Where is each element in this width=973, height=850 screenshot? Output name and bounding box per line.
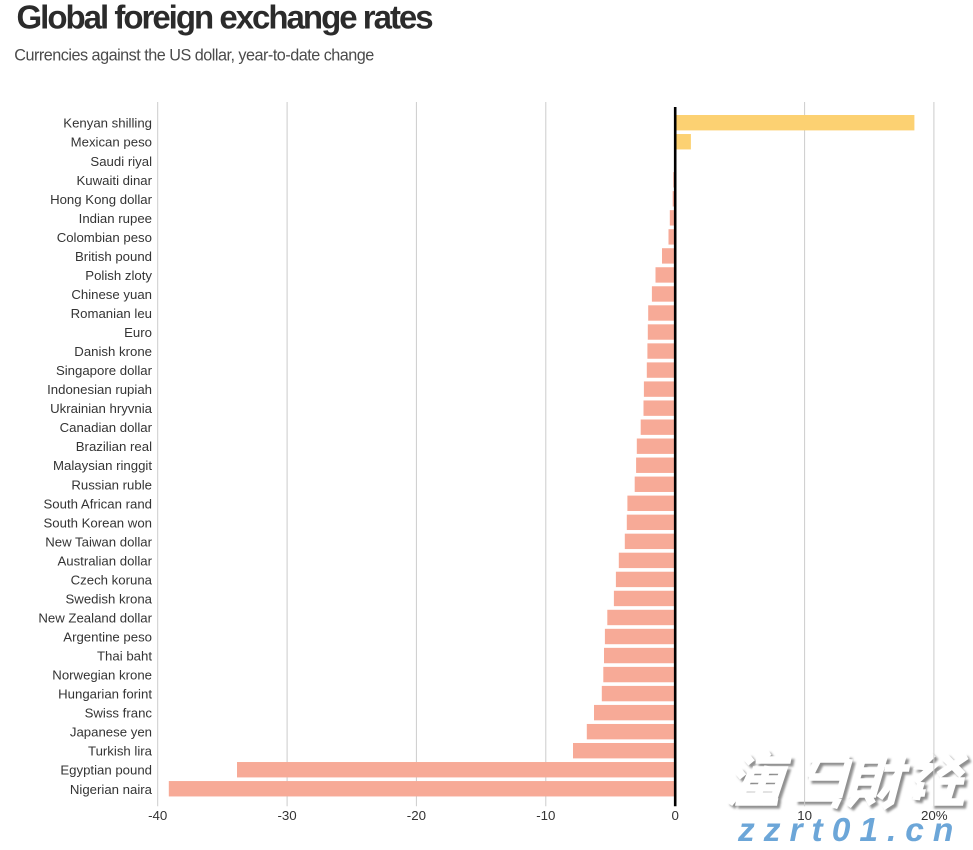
svg-text:New Taiwan dollar: New Taiwan dollar	[45, 534, 152, 549]
svg-text:Global foreign exchange rates: Global foreign exchange rates	[17, 0, 433, 36]
svg-text:Swedish krona: Swedish krona	[66, 591, 153, 606]
svg-text:Turkish lira: Turkish lira	[88, 744, 153, 759]
svg-text:20%: 20%	[921, 808, 948, 823]
svg-text:0: 0	[671, 808, 678, 823]
svg-text:South Korean won: South Korean won	[43, 515, 152, 530]
svg-text:Japanese yen: Japanese yen	[70, 725, 152, 740]
svg-text:Romanian leu: Romanian leu	[71, 306, 152, 321]
svg-text:Singapore dollar: Singapore dollar	[56, 363, 153, 378]
svg-text:zzrt01.cn: zzrt01.cn	[737, 812, 962, 845]
svg-text:Kenyan shilling: Kenyan shilling	[63, 116, 152, 131]
svg-text:Hungarian forint: Hungarian forint	[58, 687, 152, 702]
svg-text:Norwegian krone: Norwegian krone	[52, 668, 152, 683]
svg-text:-40: -40	[148, 808, 167, 823]
svg-text:Kuwaiti dinar: Kuwaiti dinar	[77, 173, 153, 188]
svg-text:Mexican peso: Mexican peso	[71, 135, 152, 150]
svg-text:New Zealand dollar: New Zealand dollar	[38, 610, 152, 625]
svg-text:Swiss franc: Swiss franc	[85, 706, 153, 721]
svg-text:Egyptian pound: Egyptian pound	[60, 763, 152, 778]
svg-text:-30: -30	[277, 808, 296, 823]
svg-text:Russian ruble: Russian ruble	[71, 477, 152, 492]
svg-text:10: 10	[797, 808, 812, 823]
svg-text:Canadian dollar: Canadian dollar	[60, 420, 153, 435]
svg-text:Thai baht: Thai baht	[97, 649, 152, 664]
svg-text:Saudi riyal: Saudi riyal	[90, 154, 152, 169]
svg-text:Indian rupee: Indian rupee	[79, 211, 152, 226]
svg-text:Ukrainian hryvnia: Ukrainian hryvnia	[50, 401, 153, 416]
svg-text:Nigerian naira: Nigerian naira	[70, 782, 153, 797]
svg-text:Indonesian rupiah: Indonesian rupiah	[47, 382, 152, 397]
svg-text:Argentine peso: Argentine peso	[63, 630, 152, 645]
svg-text:Euro: Euro	[124, 325, 152, 340]
svg-text:Czech koruna: Czech koruna	[71, 572, 153, 587]
svg-text:Currencies against the US doll: Currencies against the US dollar, year-t…	[14, 47, 374, 65]
svg-text:-10: -10	[536, 808, 555, 823]
svg-text:Chinese yuan: Chinese yuan	[71, 287, 152, 302]
svg-text:Hong Kong dollar: Hong Kong dollar	[50, 192, 153, 207]
svg-text:British pound: British pound	[75, 249, 152, 264]
svg-text:Malaysian ringgit: Malaysian ringgit	[53, 458, 152, 473]
svg-text:Brazilian real: Brazilian real	[76, 439, 152, 454]
svg-text:-20: -20	[407, 808, 426, 823]
svg-text:Australian dollar: Australian dollar	[57, 553, 152, 568]
svg-text:South African rand: South African rand	[44, 496, 153, 511]
svg-text:Danish krone: Danish krone	[74, 344, 152, 359]
svg-text:Polish zloty: Polish zloty	[85, 268, 152, 283]
svg-text:Colombian peso: Colombian peso	[57, 230, 152, 245]
